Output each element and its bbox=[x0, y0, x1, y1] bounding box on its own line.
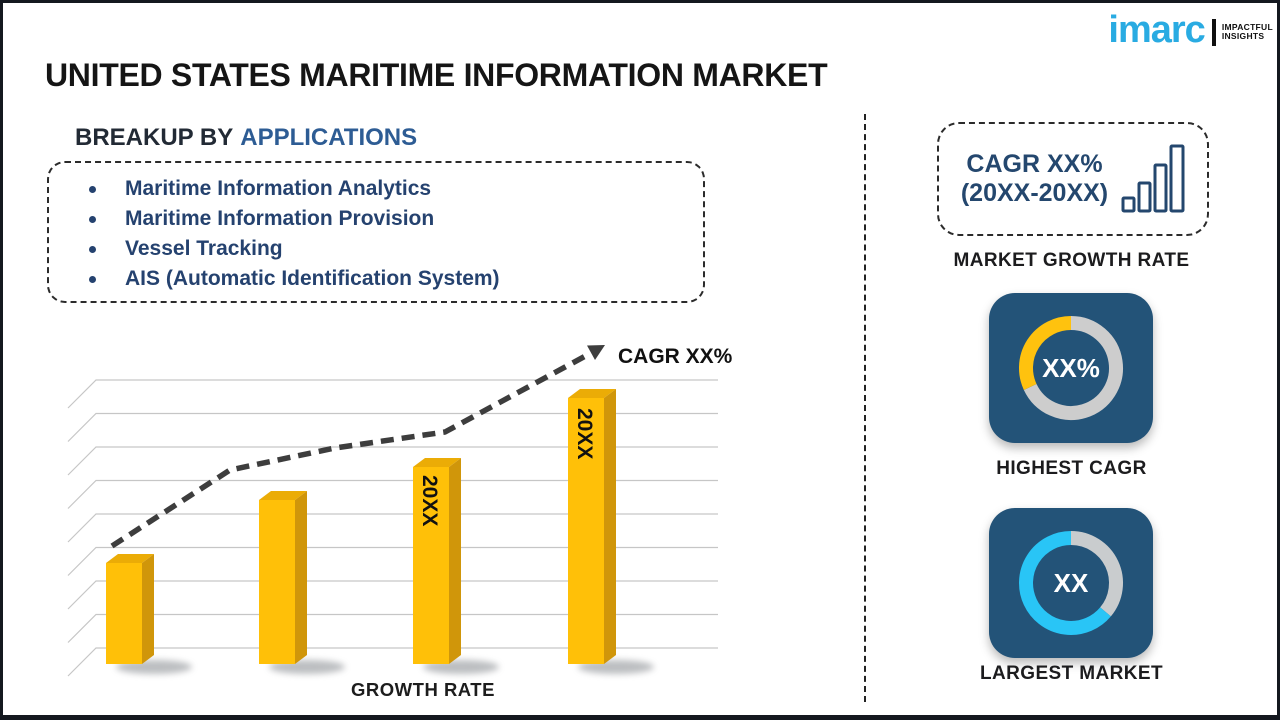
bullet-icon bbox=[89, 215, 96, 223]
bullet-icon bbox=[89, 275, 96, 283]
market-growth-rate-label: MARKET GROWTH RATE bbox=[953, 250, 1190, 271]
applications-list-box: Maritime Information Analytics Maritime … bbox=[47, 161, 705, 303]
logo-tagline-line1: IMPACTFUL bbox=[1221, 21, 1273, 32]
largest-market-value: XX bbox=[1054, 568, 1089, 598]
imarc-logo: imarc IMPACTFUL INSIGHTS bbox=[1108, 9, 1273, 51]
highest-cagr-value: XX% bbox=[1042, 353, 1100, 383]
trend-arrow bbox=[110, 345, 605, 549]
page-title: UNITED STATES MARITIME INFORMATION MARKE… bbox=[45, 57, 828, 93]
logo-tagline-line2: INSIGHTS bbox=[1221, 31, 1265, 41]
largest-market-donut: XX bbox=[1019, 531, 1123, 635]
highest-cagr-label: HIGHEST CAGR bbox=[996, 458, 1147, 479]
list-item: Maritime Information Analytics bbox=[89, 174, 703, 204]
bar-2019 bbox=[106, 554, 154, 664]
cagr-box: CAGR XX% (20XX-20XX) bbox=[937, 122, 1209, 236]
chart-gridlines bbox=[67, 379, 718, 677]
list-item-label: AIS (Automatic Identification System) bbox=[125, 267, 500, 290]
bullet-icon bbox=[89, 245, 96, 253]
list-item-label: Maritime Information Provision bbox=[125, 207, 435, 230]
logo-divider bbox=[1211, 18, 1216, 46]
chart-xaxis-label: GROWTH RATE bbox=[351, 679, 495, 700]
applications-list: Maritime Information Analytics Maritime … bbox=[49, 163, 703, 294]
list-item: AIS (Automatic Identification System) bbox=[89, 264, 703, 294]
list-item-label: Vessel Tracking bbox=[125, 237, 283, 260]
list-item: Vessel Tracking bbox=[89, 234, 703, 264]
cagr-period: (20XX-20XX) bbox=[960, 179, 1109, 207]
cagr-value: CAGR XX% bbox=[966, 150, 1103, 178]
largest-market-label: LARGEST MARKET bbox=[980, 663, 1163, 684]
largest-market-tile: XX bbox=[989, 508, 1153, 658]
bar-year-label: 20XX bbox=[418, 475, 441, 526]
logo-tagline: IMPACTFUL INSIGHTS bbox=[1221, 21, 1273, 42]
imarc-wordmark: imarc bbox=[1108, 9, 1205, 51]
bar-20xx-a: 20XX bbox=[413, 458, 461, 664]
breakup-heading-prefix: BREAKUP BY bbox=[75, 124, 234, 151]
chart-cagr-label: CAGR XX% bbox=[618, 345, 733, 368]
growth-bars-icon bbox=[1121, 144, 1185, 213]
list-item: Maritime Information Provision bbox=[89, 204, 703, 234]
bar-2020 bbox=[259, 491, 307, 664]
highest-cagr-tile: XX% bbox=[989, 293, 1153, 443]
breakup-heading: BREAKUP BY APPLICATIONS bbox=[75, 124, 417, 152]
cagr-box-text: CAGR XX% (20XX-20XX) bbox=[961, 150, 1108, 208]
list-item-label: Maritime Information Analytics bbox=[125, 177, 432, 200]
breakup-heading-highlight: APPLICATIONS bbox=[240, 124, 418, 151]
highest-cagr-donut: XX% bbox=[1019, 316, 1123, 420]
growth-rate-bar-chart: 20XX 20XX CAGR XX% GROWTH RATE bbox=[67, 345, 733, 700]
panel-divider bbox=[864, 114, 866, 702]
bar-20xx-b: 20XX bbox=[568, 389, 616, 664]
bullet-icon bbox=[89, 185, 96, 193]
bar-year-label: 20XX bbox=[573, 408, 596, 459]
